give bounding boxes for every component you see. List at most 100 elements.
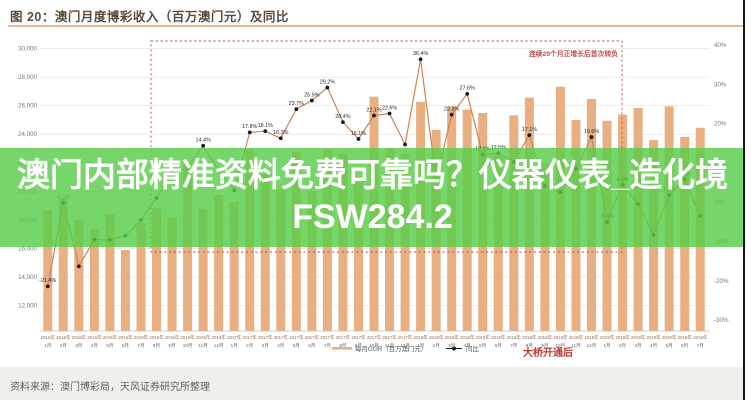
yoy-marker <box>418 57 423 62</box>
svg-text:11月: 11月 <box>198 343 207 349</box>
yoy-marker <box>589 135 594 139</box>
bridge-note: 大桥开通后 <box>523 346 573 359</box>
svg-text:2019年: 2019年 <box>678 334 693 341</box>
svg-text:2018年: 2018年 <box>538 334 553 341</box>
svg-text:1月: 1月 <box>603 343 610 349</box>
legend-line-label: 同比 <box>466 344 479 353</box>
svg-text:27.6%: 27.6% <box>460 86 475 92</box>
svg-text:7月: 7月 <box>697 343 704 349</box>
ggr-bar <box>183 165 193 331</box>
svg-text:5月: 5月 <box>106 343 113 349</box>
svg-text:4月: 4月 <box>464 343 471 349</box>
svg-text:6月: 6月 <box>495 343 502 349</box>
svg-text:40%: 40% <box>714 42 727 49</box>
svg-text:22.3%: 22.3% <box>444 106 459 112</box>
yoy-marker <box>278 136 283 141</box>
yoy-marker <box>325 85 330 90</box>
svg-text:2018年: 2018年 <box>445 334 460 341</box>
svg-text:2017年: 2017年 <box>367 334 382 341</box>
svg-text:2016年: 2016年 <box>165 334 180 341</box>
svg-text:10月: 10月 <box>183 343 193 349</box>
svg-text:2018年: 2018年 <box>460 334 475 341</box>
chart-title: 图 20：澳门月度博彩收入（百万澳门元）及同比 <box>10 10 289 24</box>
svg-text:2016年: 2016年 <box>56 334 71 341</box>
ggr-bar <box>353 175 363 331</box>
svg-text:2018年: 2018年 <box>584 334 599 341</box>
ggr-bar <box>58 198 68 331</box>
svg-text:2017年: 2017年 <box>398 334 413 341</box>
title-underline <box>8 25 745 27</box>
svg-text:2017年: 2017年 <box>289 334 304 341</box>
svg-text:2016年: 2016年 <box>87 334 102 341</box>
ggr-bar <box>167 217 177 331</box>
svg-text:24,000: 24,000 <box>18 131 37 138</box>
yoy-marker <box>294 107 299 112</box>
svg-text:2018年: 2018年 <box>522 334 537 341</box>
legend: 每月GGR（百万澳门元） 同比 <box>332 344 479 353</box>
svg-text:16,000: 16,000 <box>18 245 37 252</box>
svg-text:18.1%: 18.1% <box>258 123 273 129</box>
svg-text:11月: 11月 <box>385 343 394 349</box>
svg-text:8月: 8月 <box>526 343 533 349</box>
svg-text:28,000: 28,000 <box>18 74 37 81</box>
svg-text:2016年: 2016年 <box>180 334 195 341</box>
svg-text:2018年: 2018年 <box>476 334 491 341</box>
ggr-bar <box>89 229 99 331</box>
watermark-line2: FSW284.2 <box>292 197 453 236</box>
svg-text:2016年: 2016年 <box>149 334 164 341</box>
svg-text:3月: 3月 <box>262 343 269 349</box>
yoy-marker <box>247 130 252 135</box>
svg-text:2017年: 2017年 <box>382 334 397 341</box>
svg-text:20%: 20% <box>714 121 727 128</box>
page-right-border <box>743 0 745 400</box>
svg-text:2018年: 2018年 <box>553 334 568 341</box>
yoy-marker <box>201 143 206 148</box>
yoy-marker <box>45 284 50 289</box>
svg-text:6月: 6月 <box>308 343 315 349</box>
yoy-marker <box>263 129 268 134</box>
ggr-bar <box>214 194 224 331</box>
svg-text:30%: 30% <box>714 81 727 88</box>
svg-text:12.5%: 12.5% <box>491 145 506 151</box>
svg-text:-30%: -30% <box>714 317 729 324</box>
yoy-marker <box>356 137 361 141</box>
annotation-box <box>150 40 623 253</box>
svg-text:-20%: -20% <box>714 278 729 285</box>
source-note: 资料来源：澳门博彩局，天风证券研究所整理 <box>10 382 210 393</box>
yoy-marker <box>76 264 81 269</box>
yoy-marker <box>309 98 314 103</box>
svg-text:2017年: 2017年 <box>336 334 351 341</box>
svg-text:2017年: 2017年 <box>351 334 366 341</box>
svg-text:2016年: 2016年 <box>72 334 87 341</box>
svg-text:12月: 12月 <box>587 343 597 349</box>
svg-text:2018年: 2018年 <box>491 334 506 341</box>
svg-text:2016年: 2016年 <box>134 334 149 341</box>
svg-text:3月: 3月 <box>635 343 642 349</box>
svg-text:9月: 9月 <box>168 343 175 349</box>
svg-text:22.1%: 22.1% <box>366 107 381 113</box>
watermark-line1: 澳门内部精准资料免费可靠吗？仪器仪表_造化境 <box>16 156 729 193</box>
svg-text:2019年: 2019年 <box>693 334 708 341</box>
annotation-box-label: 连续29个月正增长后首次转负 <box>529 49 618 58</box>
svg-text:10月: 10月 <box>556 343 566 349</box>
svg-text:16.3%: 16.3% <box>273 130 288 136</box>
x-axis-labels: 2016年 1月 2016年 2月 2016年 3月 2016年 4月 2016年 5月 2016年… <box>41 334 708 349</box>
svg-text:4月: 4月 <box>91 343 98 349</box>
ggr-bar <box>43 210 53 331</box>
svg-text:4月: 4月 <box>650 343 657 349</box>
svg-text:5月: 5月 <box>479 343 486 349</box>
yoy-marker <box>449 112 454 117</box>
svg-text:2月: 2月 <box>619 343 626 349</box>
svg-text:2019年: 2019年 <box>600 334 615 341</box>
svg-text:5月: 5月 <box>293 343 300 349</box>
svg-text:2019年: 2019年 <box>631 334 646 341</box>
svg-text:2018年: 2018年 <box>507 334 522 341</box>
svg-text:7月: 7月 <box>510 343 517 349</box>
svg-text:16.1%: 16.1% <box>351 131 366 137</box>
svg-text:2019年: 2019年 <box>615 334 630 341</box>
ggr-bar <box>105 214 115 331</box>
svg-text:9月: 9月 <box>355 343 362 349</box>
svg-text:2018年: 2018年 <box>414 334 429 341</box>
yoy-marker <box>527 133 532 138</box>
svg-text:25.9%: 25.9% <box>304 92 319 98</box>
